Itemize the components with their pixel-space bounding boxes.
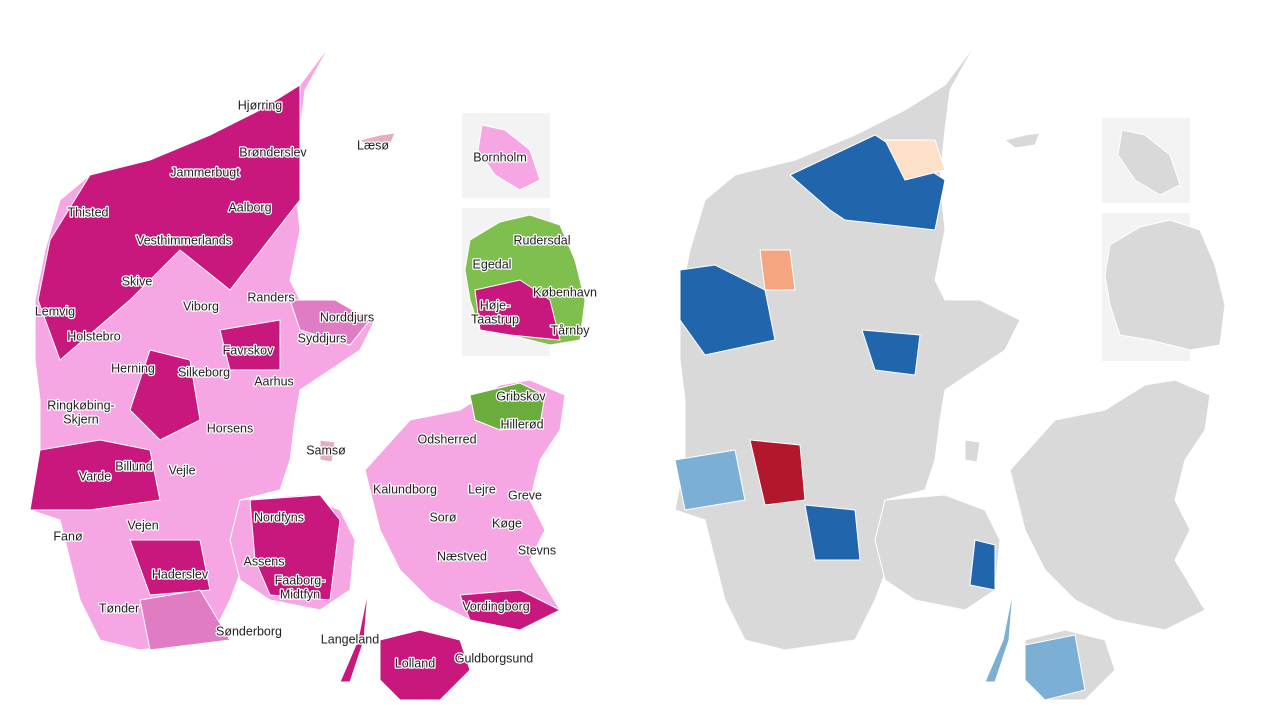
municipality-label: Fanø	[53, 529, 83, 543]
municipality-label: Holstebro	[67, 329, 121, 343]
municipality-label: Faaborg-	[275, 573, 326, 587]
municipality-label: Odsherred	[417, 432, 476, 446]
municipality-label: Herning	[111, 361, 155, 375]
municipality-label: Rudersdal	[514, 233, 571, 247]
municipality-label: Lejre	[468, 482, 496, 496]
municipality-label: Lolland	[395, 656, 435, 670]
municipality-label: Nordfyns	[254, 510, 304, 524]
municipality-label: Egedal	[473, 257, 512, 271]
municipality-label: Køge	[492, 516, 522, 530]
municipality-label: Syddjurs	[298, 331, 347, 345]
municipality-label: Haderslev	[152, 567, 209, 581]
municipality-label: Horsens	[207, 421, 254, 435]
municipality-label: Assens	[244, 554, 285, 568]
municipality-label: Sorø	[429, 510, 456, 524]
municipality-label: Skjern	[63, 412, 98, 426]
municipality-label: Samsø	[306, 443, 346, 457]
municipality-label: Vejle	[168, 463, 195, 477]
municipality-label: Aalborg	[228, 200, 271, 214]
municipality-label: Randers	[247, 290, 294, 304]
label-layer: Hjørring Læsø Brønderslev Bornholm Jammerbug…	[34, 97, 599, 672]
municipality-label: Varde	[79, 469, 111, 483]
municipality-label: Langeland	[321, 632, 379, 646]
municipality-label: København	[533, 285, 597, 299]
municipality-label: Kalundborg	[373, 482, 437, 496]
municipality-label: Vesthimmerlands	[136, 233, 232, 247]
municipality-label: Taastrup	[471, 312, 519, 326]
municipality-label: Silkeborg	[178, 365, 230, 379]
municipality-label: Tønder	[99, 601, 139, 615]
left-map	[29, 44, 586, 701]
municipality-label: Midtfyn	[280, 587, 320, 601]
municipality-label: Viborg	[183, 299, 219, 313]
municipality-label: Ringkøbing-	[47, 398, 114, 412]
municipality-label: Guldborgsund	[455, 651, 534, 665]
municipality-label: Bornholm	[473, 150, 527, 164]
municipality-label: Hillerød	[500, 417, 543, 431]
municipality-label: Hjørring	[238, 98, 282, 112]
right-map	[674, 44, 1226, 701]
municipality-label: Norddjurs	[320, 310, 374, 324]
municipality-label: Tårnby	[551, 323, 591, 337]
municipality-label: Brønderslev	[239, 145, 307, 159]
municipality-label: Høje-	[480, 298, 511, 312]
municipality-label: Billund	[115, 459, 153, 473]
municipality-label: Aarhus	[254, 374, 294, 388]
municipality-label: Stevns	[518, 543, 556, 557]
municipality-label: Skive	[122, 274, 153, 288]
municipality-label: Lemvig	[35, 304, 75, 318]
municipality-label: Favrskov	[223, 343, 274, 357]
municipality-label: Læsø	[357, 138, 389, 152]
municipality-label: Jammerbugt	[170, 165, 240, 179]
municipality-label: Sønderborg	[216, 624, 282, 638]
municipality-label: Thisted	[68, 205, 109, 219]
municipality-label: Gribskov	[496, 389, 546, 403]
municipality-label: Vejen	[127, 518, 158, 532]
municipality-label: Næstved	[437, 549, 487, 563]
municipality-label: Vordingborg	[462, 599, 529, 613]
municipality-label: Greve	[508, 488, 542, 502]
